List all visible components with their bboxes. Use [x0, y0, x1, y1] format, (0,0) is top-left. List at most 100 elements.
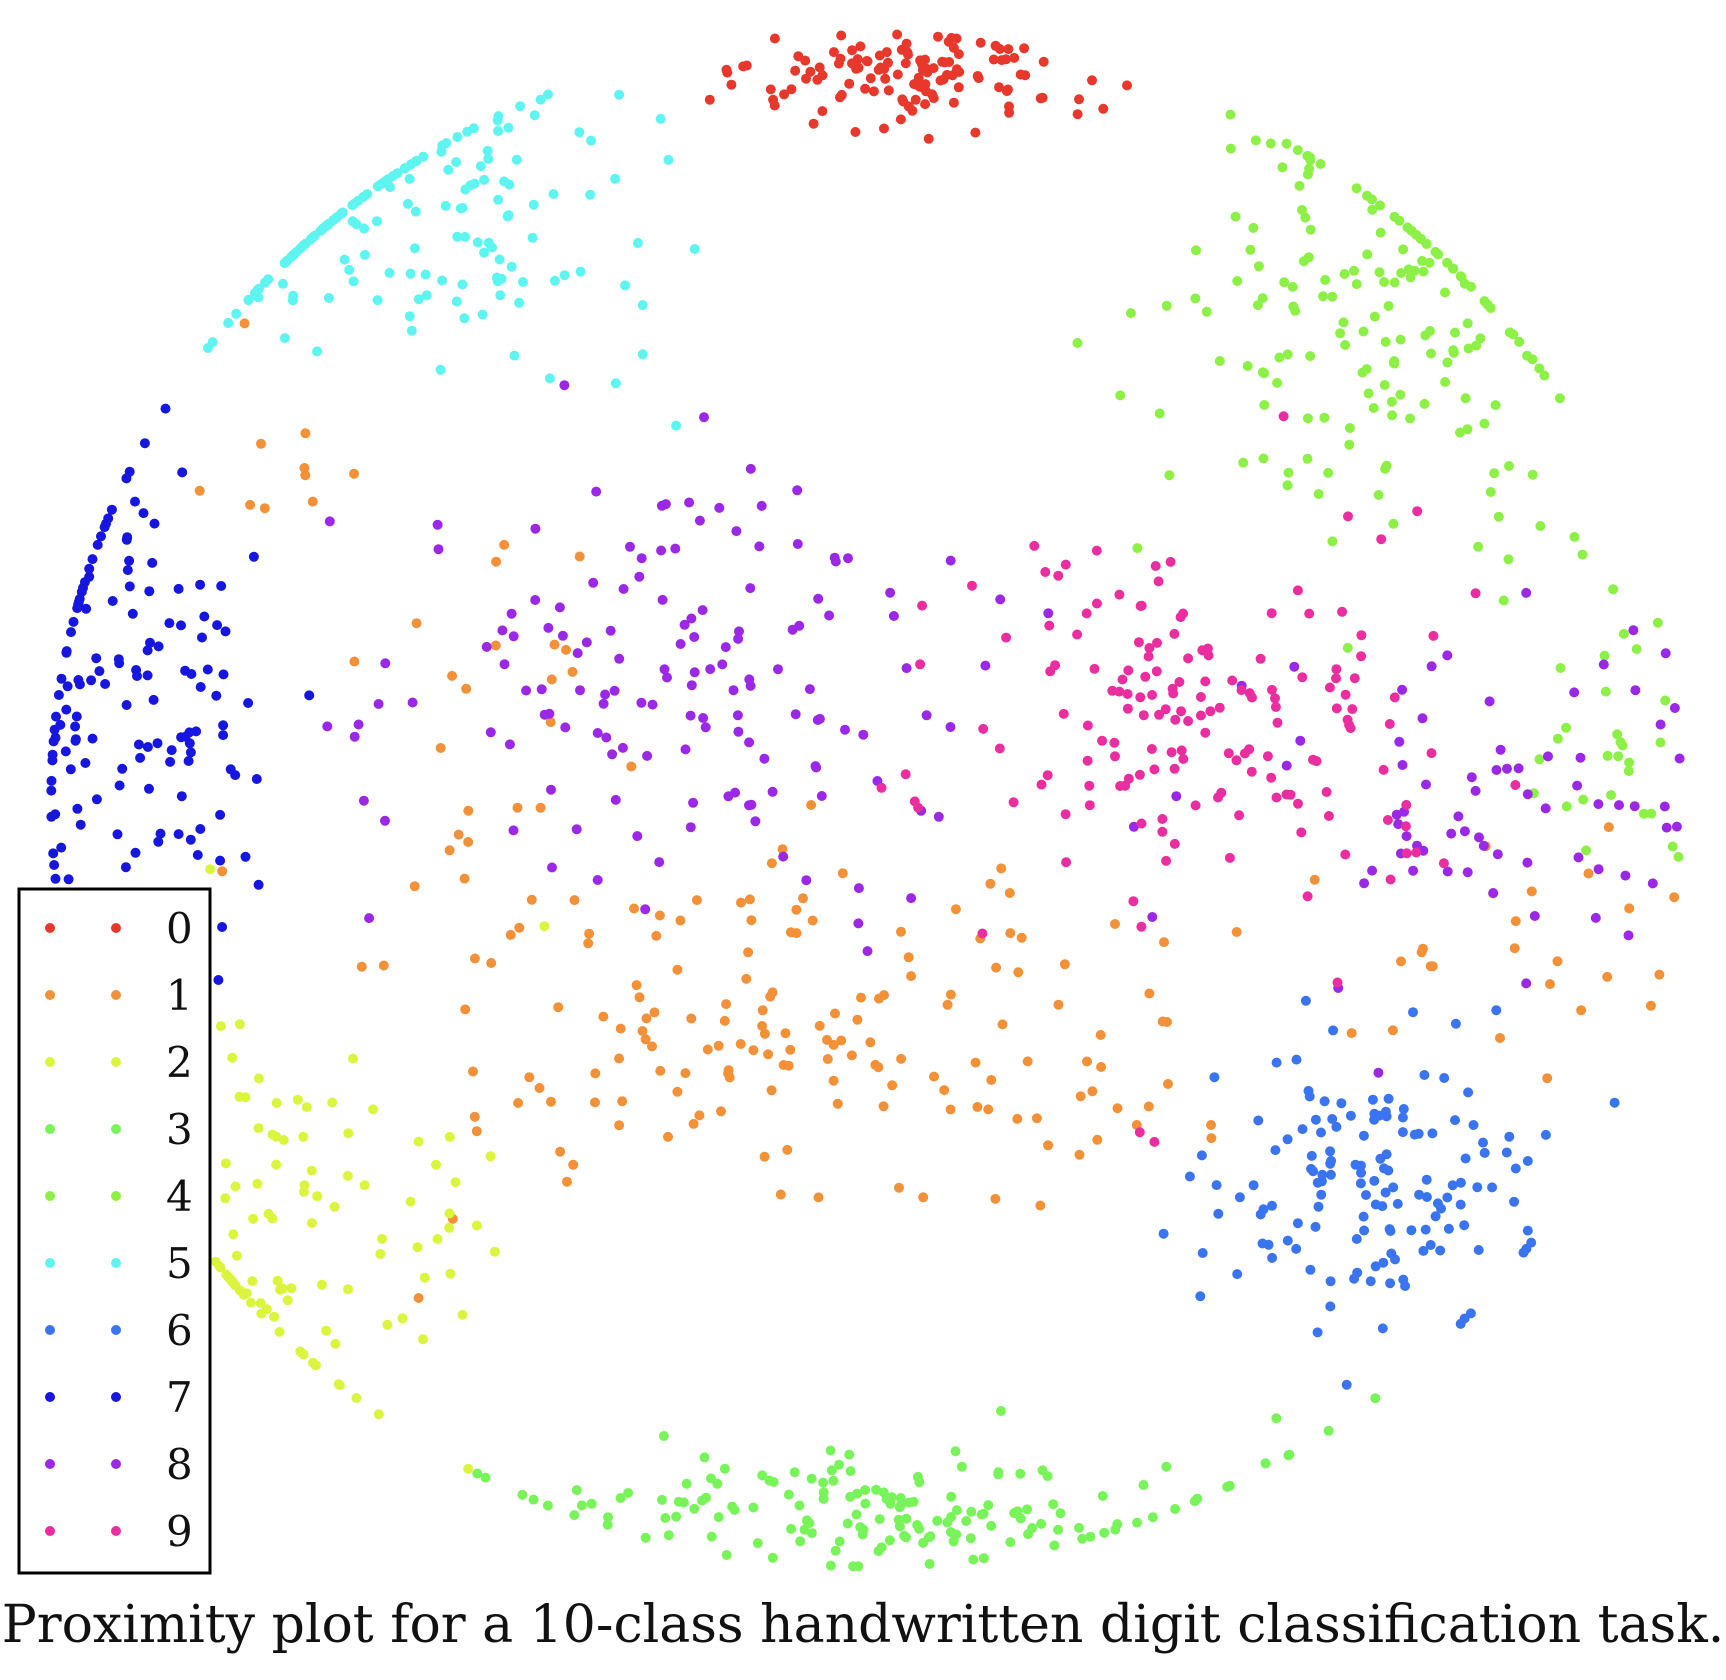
point-class-1 [766, 1085, 777, 1096]
point-class-9 [1401, 799, 1412, 810]
point-class-6 [1418, 1245, 1429, 1256]
point-class-5 [441, 138, 452, 149]
point-class-1 [469, 953, 480, 964]
point-class-5 [371, 216, 382, 227]
point-class-9 [1356, 651, 1367, 662]
point-class-8 [745, 583, 756, 594]
point-class-6 [1370, 1199, 1381, 1210]
point-class-4 [1282, 480, 1293, 491]
point-class-8 [642, 750, 653, 761]
point-class-9 [1036, 779, 1047, 790]
point-class-2 [267, 1129, 278, 1140]
point-class-6 [1248, 1180, 1259, 1191]
point-class-9 [1157, 826, 1168, 837]
point-class-7 [211, 690, 222, 701]
point-class-8 [1397, 684, 1408, 695]
point-class-6 [1345, 1110, 1356, 1121]
point-class-8 [906, 893, 917, 904]
point-class-8 [699, 412, 709, 423]
point-class-7 [127, 608, 138, 619]
point-class-1 [526, 894, 537, 905]
point-class-1 [874, 993, 884, 1004]
point-class-9 [1082, 755, 1093, 766]
point-class-2 [227, 1052, 238, 1063]
point-class-4 [1534, 754, 1545, 765]
point-class-9 [1244, 744, 1255, 755]
point-class-3 [894, 1521, 905, 1532]
point-class-8 [481, 641, 492, 652]
point-class-8 [1620, 870, 1631, 881]
point-class-2 [471, 1220, 482, 1231]
point-class-0 [828, 47, 839, 58]
point-class-5 [575, 266, 586, 277]
point-class-7 [176, 732, 187, 743]
point-class-4 [1338, 317, 1349, 328]
point-class-0 [704, 94, 715, 105]
point-class-8 [1593, 799, 1604, 810]
point-class-9 [1149, 764, 1160, 775]
legend-marker [45, 1124, 55, 1134]
point-class-7 [153, 641, 164, 652]
point-class-9 [1149, 1136, 1160, 1147]
point-class-4 [1578, 794, 1589, 805]
point-class-6 [1392, 1198, 1403, 1209]
point-class-4 [1302, 413, 1313, 424]
point-class-1 [1495, 1033, 1505, 1043]
point-class-8 [804, 684, 815, 695]
point-class-0 [880, 73, 891, 84]
point-class-1 [1016, 932, 1027, 943]
point-class-9 [1135, 692, 1146, 703]
point-class-8 [1426, 661, 1437, 672]
point-class-3 [918, 1537, 929, 1548]
point-class-9 [1091, 598, 1102, 609]
point-class-5 [502, 211, 513, 222]
point-class-2 [321, 1325, 332, 1336]
point-class-1 [1387, 1025, 1398, 1036]
point-class-5 [403, 198, 413, 209]
point-class-7 [304, 690, 315, 701]
point-class-6 [1267, 1252, 1278, 1263]
point-class-8 [485, 727, 496, 738]
point-class-7 [173, 829, 184, 840]
point-class-8 [1484, 696, 1495, 707]
point-class-2 [255, 1298, 266, 1309]
point-class-1 [1074, 1149, 1085, 1160]
point-class-6 [1234, 1192, 1245, 1203]
point-class-3 [1049, 1540, 1060, 1551]
point-class-1 [1526, 886, 1537, 897]
point-class-9 [1122, 703, 1133, 714]
point-class-7 [216, 581, 227, 591]
point-class-5 [495, 290, 506, 301]
point-class-3 [1077, 1533, 1088, 1544]
point-class-7 [185, 834, 196, 845]
point-class-0 [779, 89, 790, 100]
point-class-1 [778, 1060, 789, 1070]
point-class-8 [1393, 819, 1404, 830]
point-class-3 [993, 1469, 1004, 1480]
point-class-6 [1478, 1137, 1488, 1148]
point-class-9 [1426, 748, 1437, 759]
point-class-1 [1669, 892, 1680, 903]
point-class-8 [717, 659, 728, 670]
point-class-2 [316, 1279, 327, 1290]
point-class-7 [142, 645, 153, 656]
point-class-0 [790, 65, 801, 76]
point-class-8 [560, 722, 571, 733]
point-class-3 [576, 1500, 587, 1511]
point-class-8 [697, 605, 708, 616]
point-class-1 [759, 1151, 770, 1162]
point-class-8 [1453, 811, 1464, 822]
point-class-9 [1140, 671, 1151, 682]
point-class-8 [720, 642, 731, 653]
point-class-6 [1427, 1128, 1438, 1139]
point-class-7 [56, 673, 67, 684]
point-class-8 [744, 800, 754, 811]
point-class-2 [205, 864, 216, 875]
point-class-3 [712, 1478, 723, 1489]
point-class-3 [615, 1493, 626, 1503]
point-class-7 [86, 675, 97, 686]
point-class-3 [825, 1445, 836, 1456]
point-class-4 [1479, 418, 1490, 429]
point-class-3 [1085, 1531, 1096, 1542]
point-class-8 [1459, 826, 1470, 837]
